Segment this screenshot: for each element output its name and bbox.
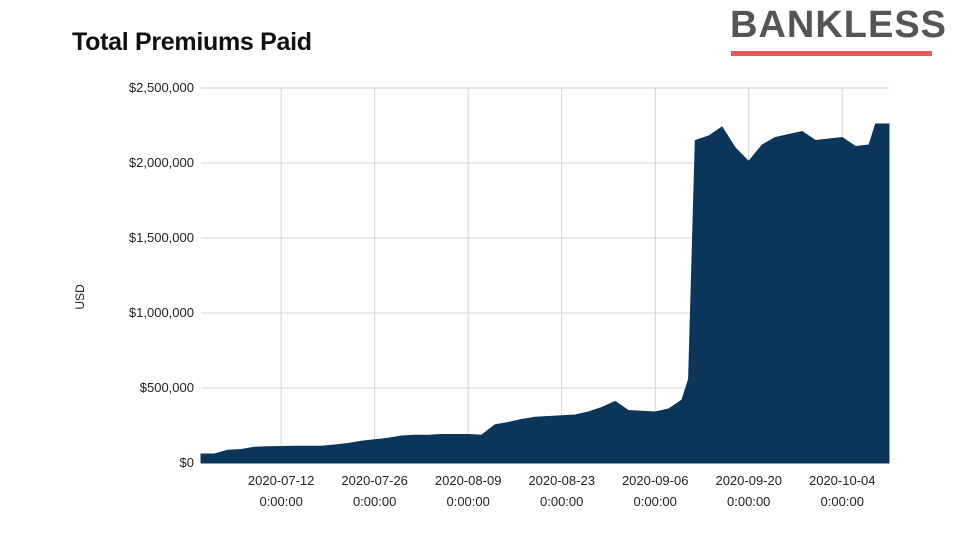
y-axis-label: USD — [73, 284, 87, 310]
area-series — [200, 123, 890, 464]
x-tick-label-date: 2020-07-26 — [341, 473, 408, 488]
y-tick-label: $1,500,000 — [129, 230, 194, 245]
y-tick-label: $500,000 — [140, 380, 194, 395]
x-tick-label-date: 2020-09-20 — [715, 473, 782, 488]
y-tick-label: $2,500,000 — [129, 80, 194, 95]
x-tick-label-time: 0:00:00 — [821, 494, 864, 509]
x-tick-label-time: 0:00:00 — [446, 494, 489, 509]
chart-title: Total Premiums Paid — [72, 28, 312, 56]
y-axis-ticks: $0 $500,000 $1,000,000 $1,500,000 $2,000,000… — [129, 80, 194, 470]
y-tick-label: $0 — [180, 455, 194, 470]
brand-underline — [731, 51, 932, 56]
x-axis-ticks: 2020-07-12 0:00:00 2020-07-26 0:00:00 2020-0… — [248, 473, 876, 509]
x-tick-label-time: 0:00:00 — [727, 494, 770, 509]
x-tick-label-time: 0:00:00 — [634, 494, 677, 509]
x-tick-label-time: 0:00:00 — [540, 494, 583, 509]
x-tick-label-date: 2020-08-23 — [528, 473, 595, 488]
y-tick-label: $1,000,000 — [129, 305, 194, 320]
brand-logo: BANKLESS — [730, 4, 948, 46]
y-tick-label: $2,000,000 — [129, 155, 194, 170]
area-path-total-premiums — [200, 123, 890, 464]
x-tick-label-date: 2020-09-06 — [622, 473, 689, 488]
x-tick-label-time: 0:00:00 — [259, 494, 302, 509]
x-tick-label-date: 2020-07-12 — [248, 473, 315, 488]
x-tick-label-date: 2020-08-09 — [435, 473, 502, 488]
x-tick-label-time: 0:00:00 — [353, 494, 396, 509]
x-tick-label-date: 2020-10-04 — [809, 473, 876, 488]
